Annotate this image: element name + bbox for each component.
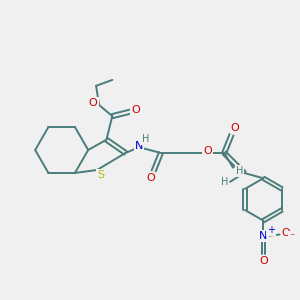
Text: H: H — [220, 177, 228, 187]
Text: N: N — [135, 141, 143, 151]
Text: O: O — [259, 256, 268, 266]
Text: O: O — [203, 146, 212, 156]
Text: +: + — [267, 225, 275, 235]
Text: O: O — [146, 173, 155, 183]
Text: O: O — [282, 228, 290, 238]
Text: N: N — [259, 231, 268, 241]
Text: ⁻: ⁻ — [290, 232, 295, 242]
Text: O: O — [231, 123, 239, 133]
Text: O: O — [89, 98, 98, 109]
Text: H: H — [142, 134, 150, 144]
Text: H: H — [236, 166, 243, 176]
Text: O: O — [131, 105, 140, 115]
Text: S: S — [97, 170, 104, 180]
